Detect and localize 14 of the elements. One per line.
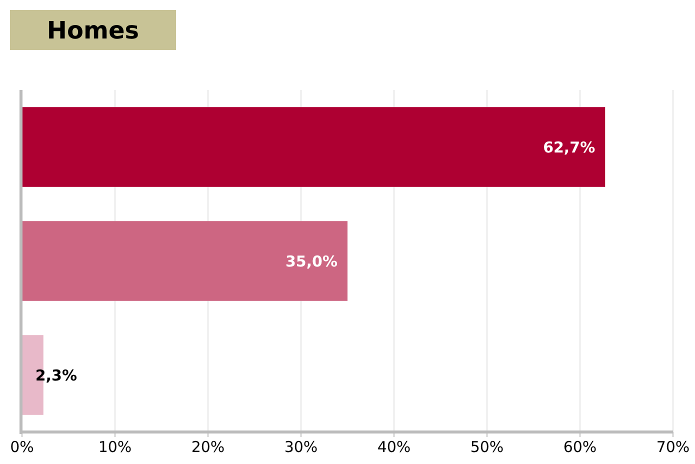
chart-title: Homes [46,16,140,44]
bar [22,107,606,187]
x-tick-label: 40% [377,438,411,456]
x-tick-label: 60% [563,438,597,456]
x-tick-label: 30% [284,438,318,456]
x-tick-label: 0% [10,438,34,456]
bar [22,221,348,301]
x-tick-label: 10% [98,438,132,456]
x-tick-label: 50% [470,438,504,456]
x-tick-label: 70% [656,438,690,456]
data-label: 62,7% [543,138,596,156]
data-label: 2,3% [35,366,77,384]
x-tick-label: 20% [191,438,225,456]
data-label: 35,0% [285,252,338,270]
